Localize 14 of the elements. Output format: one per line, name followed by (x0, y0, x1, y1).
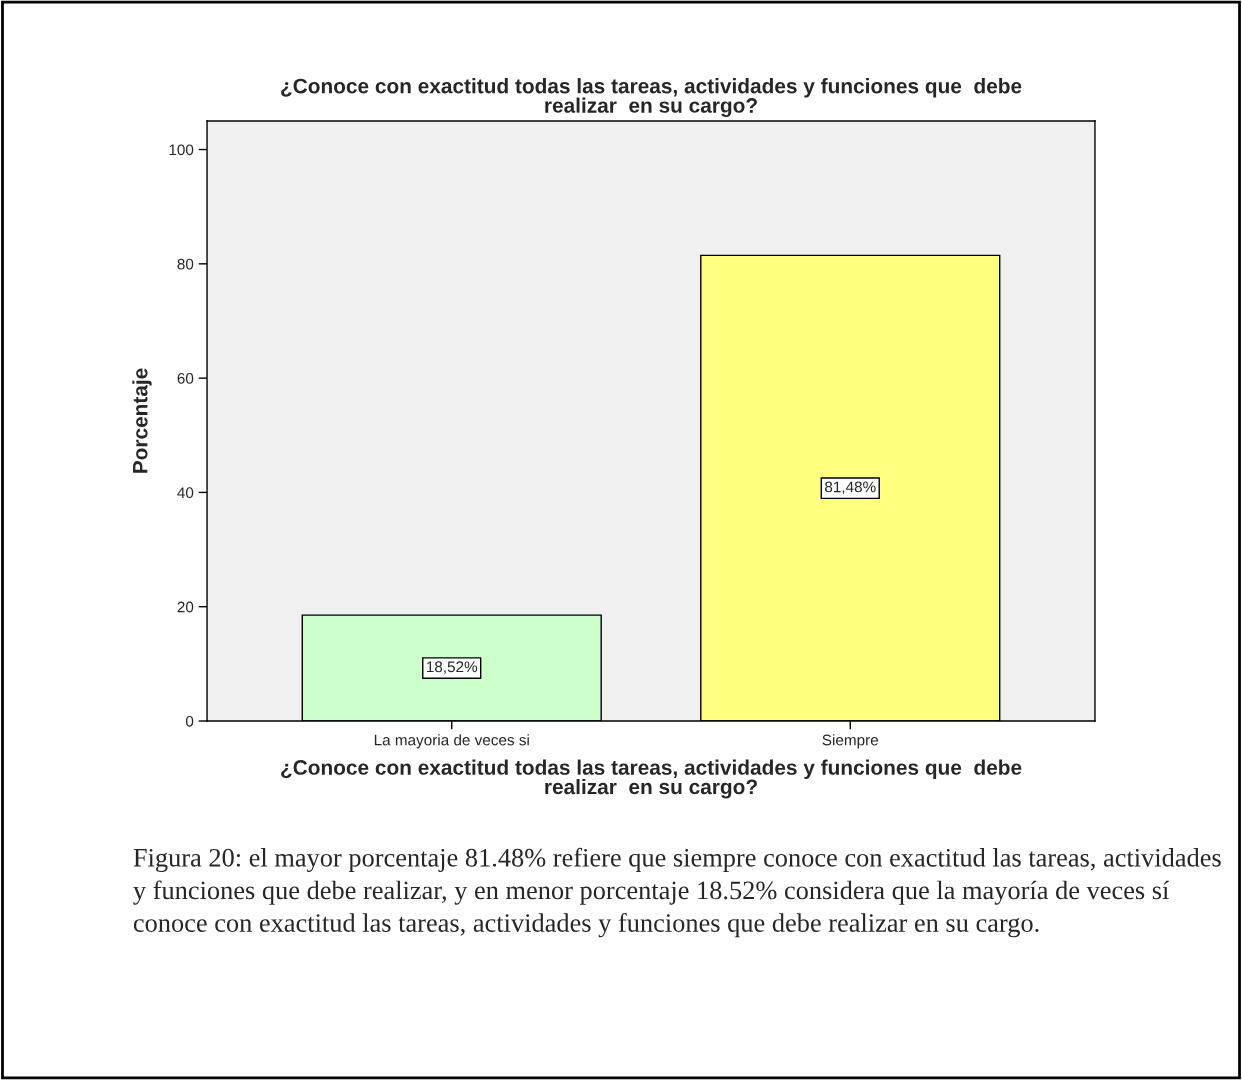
x-tick-label: La mayoria de veces si (374, 734, 529, 749)
data-label: 81,48% (825, 481, 876, 495)
y-tick-label: 20 (177, 601, 194, 613)
y-tick-label: 80 (177, 258, 194, 270)
y-tick-label: 40 (177, 487, 194, 499)
chart-title: ¿Conoce con exactitud todas las tareas, actividades y funciones que debe realizar en su cargo? (281, 78, 1022, 118)
y-axis-title: Porcentaje (132, 368, 152, 473)
y-tick-label: 0 (185, 715, 194, 727)
y-tick-label: 100 (169, 144, 194, 156)
x-tick-label: Siempre (822, 734, 879, 749)
y-tick-label: 60 (177, 372, 194, 384)
data-label: 18,52% (426, 661, 478, 674)
x-axis-title: ¿Conoce con exactitud todas las tareas, actividades y funciones que debe realizar en su cargo? (281, 759, 1022, 799)
text: Figura 20: el mayor porcentaje 81.48% refiere que siempre conoce con exactitud las tareas, actividades y funciones que debe realizar, y en menor porcentaje 18.52% considera que la mayoría de veces sí conoce con exactitud las tareas, actividades y funciones que debe realizar en su cargo. (133, 847, 1221, 938)
